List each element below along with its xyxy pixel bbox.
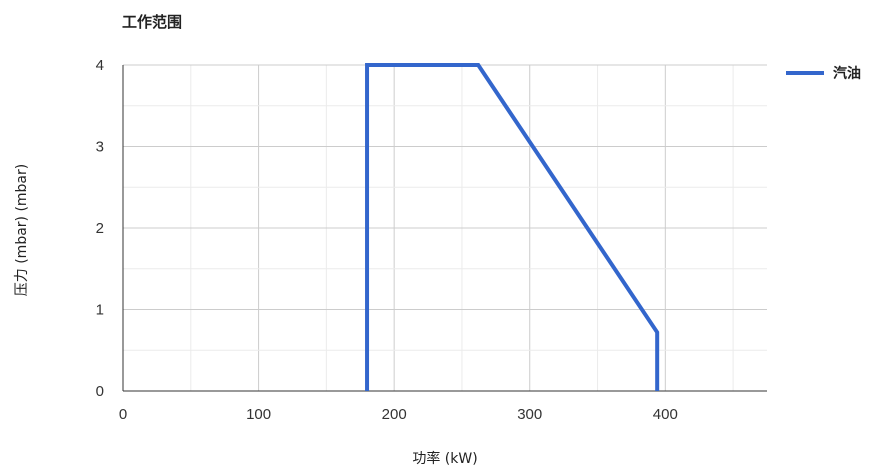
y-tick-label: 4: [96, 57, 104, 74]
chart-title: 工作范围: [122, 13, 182, 31]
axes: [122, 65, 767, 392]
x-tick-label: 300: [517, 406, 542, 423]
series-group: [365, 63, 660, 391]
y-tick-label: 2: [96, 220, 104, 237]
legend-label: 汽油: [833, 65, 861, 82]
y-tick-label: 1: [96, 302, 104, 319]
x-tick-labels: 0 100 200 300 400: [119, 406, 678, 423]
x-tick-label: 400: [653, 406, 678, 423]
y-tick-label: 0: [96, 383, 104, 400]
x-tick-label: 0: [119, 406, 127, 423]
y-tick-label: 3: [96, 139, 104, 156]
series-line: [365, 63, 660, 391]
grid: [123, 64, 767, 391]
y-tick-labels: 0 1 2 3 4: [96, 57, 104, 400]
x-axis-label: 功率 (kW): [412, 450, 477, 467]
y-axis-label: 压力 (mbar) (mbar): [14, 164, 30, 296]
x-tick-label: 100: [246, 406, 271, 423]
legend[interactable]: 汽油: [786, 65, 861, 82]
x-tick-label: 200: [382, 406, 407, 423]
